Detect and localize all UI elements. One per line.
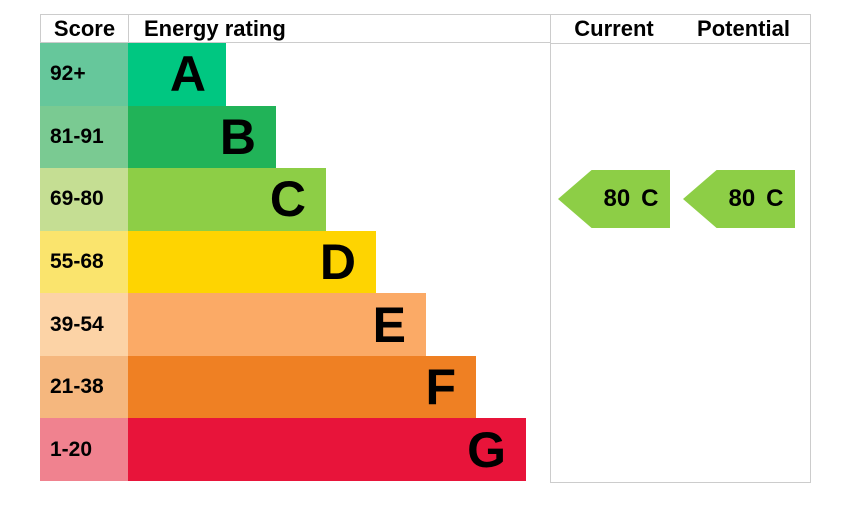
- current-column-header: Current: [551, 15, 677, 44]
- energy-rating-header-label: Energy rating: [144, 15, 286, 41]
- current-column: Current: [550, 14, 678, 483]
- band-row-d: 55-68 D: [40, 230, 528, 294]
- band-row-c: 69-80 C: [40, 168, 528, 231]
- score-range-g: 1-20: [40, 418, 128, 482]
- score-range-f: 21-38: [40, 355, 128, 419]
- band-row-f: 21-38 F: [40, 355, 528, 419]
- score-header-label: Score: [53, 15, 116, 41]
- band-row-b: 81-91 B: [40, 105, 528, 169]
- potential-header-label: Potential: [697, 16, 790, 41]
- score-column-header: Score: [40, 14, 129, 43]
- band-bar-d: D: [128, 230, 376, 294]
- band-bar-b: B: [128, 105, 276, 169]
- potential-column-header: Potential: [677, 15, 810, 44]
- score-range-b: 81-91: [40, 105, 128, 169]
- current-rating-band: C: [641, 185, 659, 212]
- band-rows: 92+ A 81-91 B 69-80 C 55-68 D 39-54 E 21-38 F 1-20 G: [40, 43, 528, 482]
- current-rating-value: 80: [603, 185, 631, 212]
- score-range-e: 39-54: [40, 293, 128, 356]
- potential-rating-band: C: [766, 185, 784, 212]
- band-bar-f: F: [128, 355, 476, 419]
- band-bar-g: G: [128, 418, 526, 482]
- current-header-label: Current: [574, 16, 654, 41]
- potential-column: Potential: [677, 14, 811, 483]
- score-range-c: 69-80: [40, 168, 128, 231]
- band-row-e: 39-54 E: [40, 293, 528, 356]
- band-bar-e: E: [128, 293, 426, 356]
- score-range-a: 92+: [40, 43, 128, 106]
- band-row-a: 92+ A: [40, 43, 528, 106]
- band-bar-a: A: [128, 43, 226, 106]
- energy-rating-column-header: Energy rating: [128, 14, 551, 43]
- band-bar-c: C: [128, 168, 326, 231]
- score-range-d: 55-68: [40, 230, 128, 294]
- potential-rating-value: 80: [728, 185, 756, 212]
- band-row-g: 1-20 G: [40, 418, 528, 482]
